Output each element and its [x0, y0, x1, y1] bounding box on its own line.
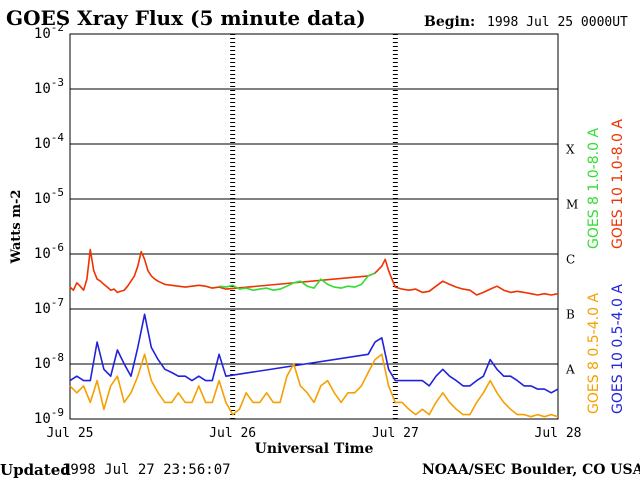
x-tick-label: Jul 26: [209, 426, 256, 441]
legend-entry: GOES 10 0.5-4.0 A: [610, 284, 626, 414]
y-tick-label: 10-7: [34, 296, 64, 317]
y-tick-label: 10-5: [34, 186, 64, 207]
y-tick-label: 10-9: [34, 406, 64, 427]
updated-label: Updated: [0, 461, 71, 479]
series-line: [69, 353, 559, 418]
flare-class-label: C: [566, 253, 575, 267]
updated-value: 1998 Jul 27 23:56:07: [62, 462, 231, 478]
x-tick-label: Jul 25: [47, 426, 94, 441]
y-axis-label: Watts m-2: [9, 190, 24, 265]
series-line: [218, 272, 376, 292]
begin-value: 1998 Jul 25 0000UT: [487, 15, 628, 30]
y-tick-label: 10-6: [34, 241, 64, 262]
series-line: [69, 313, 559, 394]
legend-entry: GOES 8 0.5-4.0 A: [586, 293, 602, 414]
legend-entry: GOES 8 1.0-8.0 A: [586, 128, 602, 249]
x-tick-label: Jul 27: [372, 426, 419, 441]
flare-class-label: X: [566, 143, 575, 157]
legend-entry: GOES 10 1.0-8.0 A: [610, 119, 626, 249]
chart-title: GOES Xray Flux (5 minute data): [6, 6, 366, 30]
begin-label: Begin:: [424, 14, 476, 30]
flare-class-label: B: [566, 308, 575, 322]
flare-class-label: M: [566, 198, 578, 212]
y-tick-label: 10-8: [34, 351, 64, 372]
flare-class-label: A: [565, 363, 575, 377]
y-tick-label: 10-3: [34, 76, 64, 97]
x-tick-label: Jul 28: [535, 426, 582, 441]
y-tick-label: 10-4: [34, 131, 64, 152]
x-axis-label: Universal Time: [255, 441, 374, 457]
y-tick-label: 10-2: [34, 21, 64, 42]
source-credit: NOAA/SEC Boulder, CO USA: [422, 462, 640, 478]
series-line: [69, 248, 559, 296]
